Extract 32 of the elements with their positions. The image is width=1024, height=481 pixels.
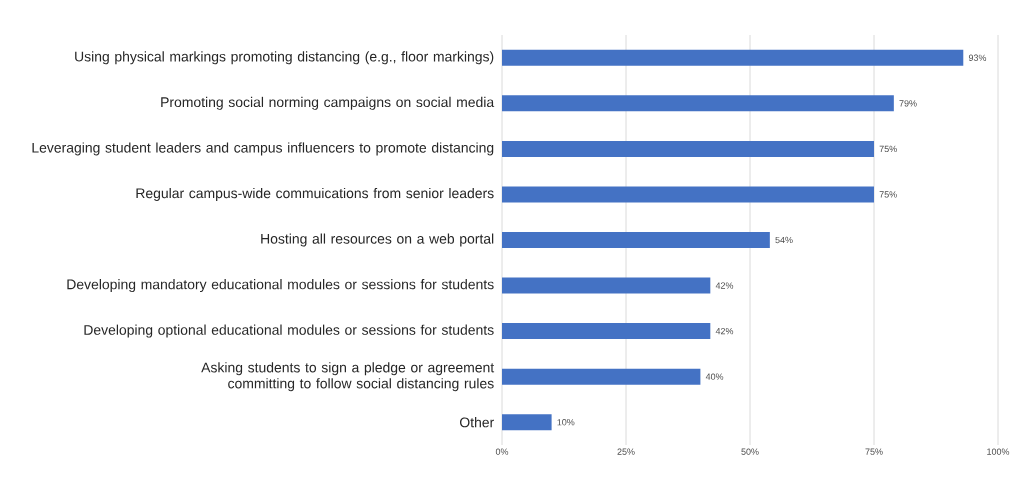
y-tick-label: Using physical markings promoting distancing (e.g., floor markings) (75, 51, 494, 65)
bar (502, 140, 874, 157)
data-label: 42% (715, 282, 734, 289)
data-label: 10% (557, 419, 575, 426)
y-tick-label: Leveraging student leaders and campus influencers to promote distancing (32, 142, 494, 156)
y-tick-label: Developing mandatory educational modules or sessions for students (67, 279, 494, 293)
data-label: 54% (775, 236, 793, 244)
x-tick-label: 50% (741, 448, 759, 455)
bar (502, 277, 711, 294)
bar (502, 368, 701, 385)
y-tick-label: Regular campus-wide commuications from senior leaders (136, 187, 494, 201)
y-tick-label: Asking students to sign a pledge or agreement committing to follow social distancing rules (201, 362, 495, 392)
y-tick-label: Hosting all resources on a web portal (261, 233, 494, 247)
y-tick-label: Promoting social norming campaigns on social media (161, 96, 495, 110)
y-tick-label: Other (460, 417, 494, 428)
x-tick-label: 25% (617, 448, 635, 455)
bar (502, 95, 894, 112)
x-tick-label: 0% (495, 448, 509, 455)
x-tick-label: 75% (865, 448, 883, 455)
bar (502, 49, 964, 66)
bar (502, 186, 874, 203)
x-tick-label: 100% (987, 448, 1010, 455)
y-tick-label: Developing optional educational modules or sessions for students (84, 324, 494, 338)
data-label: 75% (879, 145, 897, 153)
data-label: 40% (705, 373, 724, 380)
data-label: 75% (879, 191, 897, 198)
bar (502, 323, 711, 340)
data-label: 93% (968, 54, 987, 61)
data-label: 42% (715, 327, 734, 335)
bar (502, 232, 770, 248)
data-label: 79% (899, 100, 917, 107)
bar (502, 414, 552, 431)
